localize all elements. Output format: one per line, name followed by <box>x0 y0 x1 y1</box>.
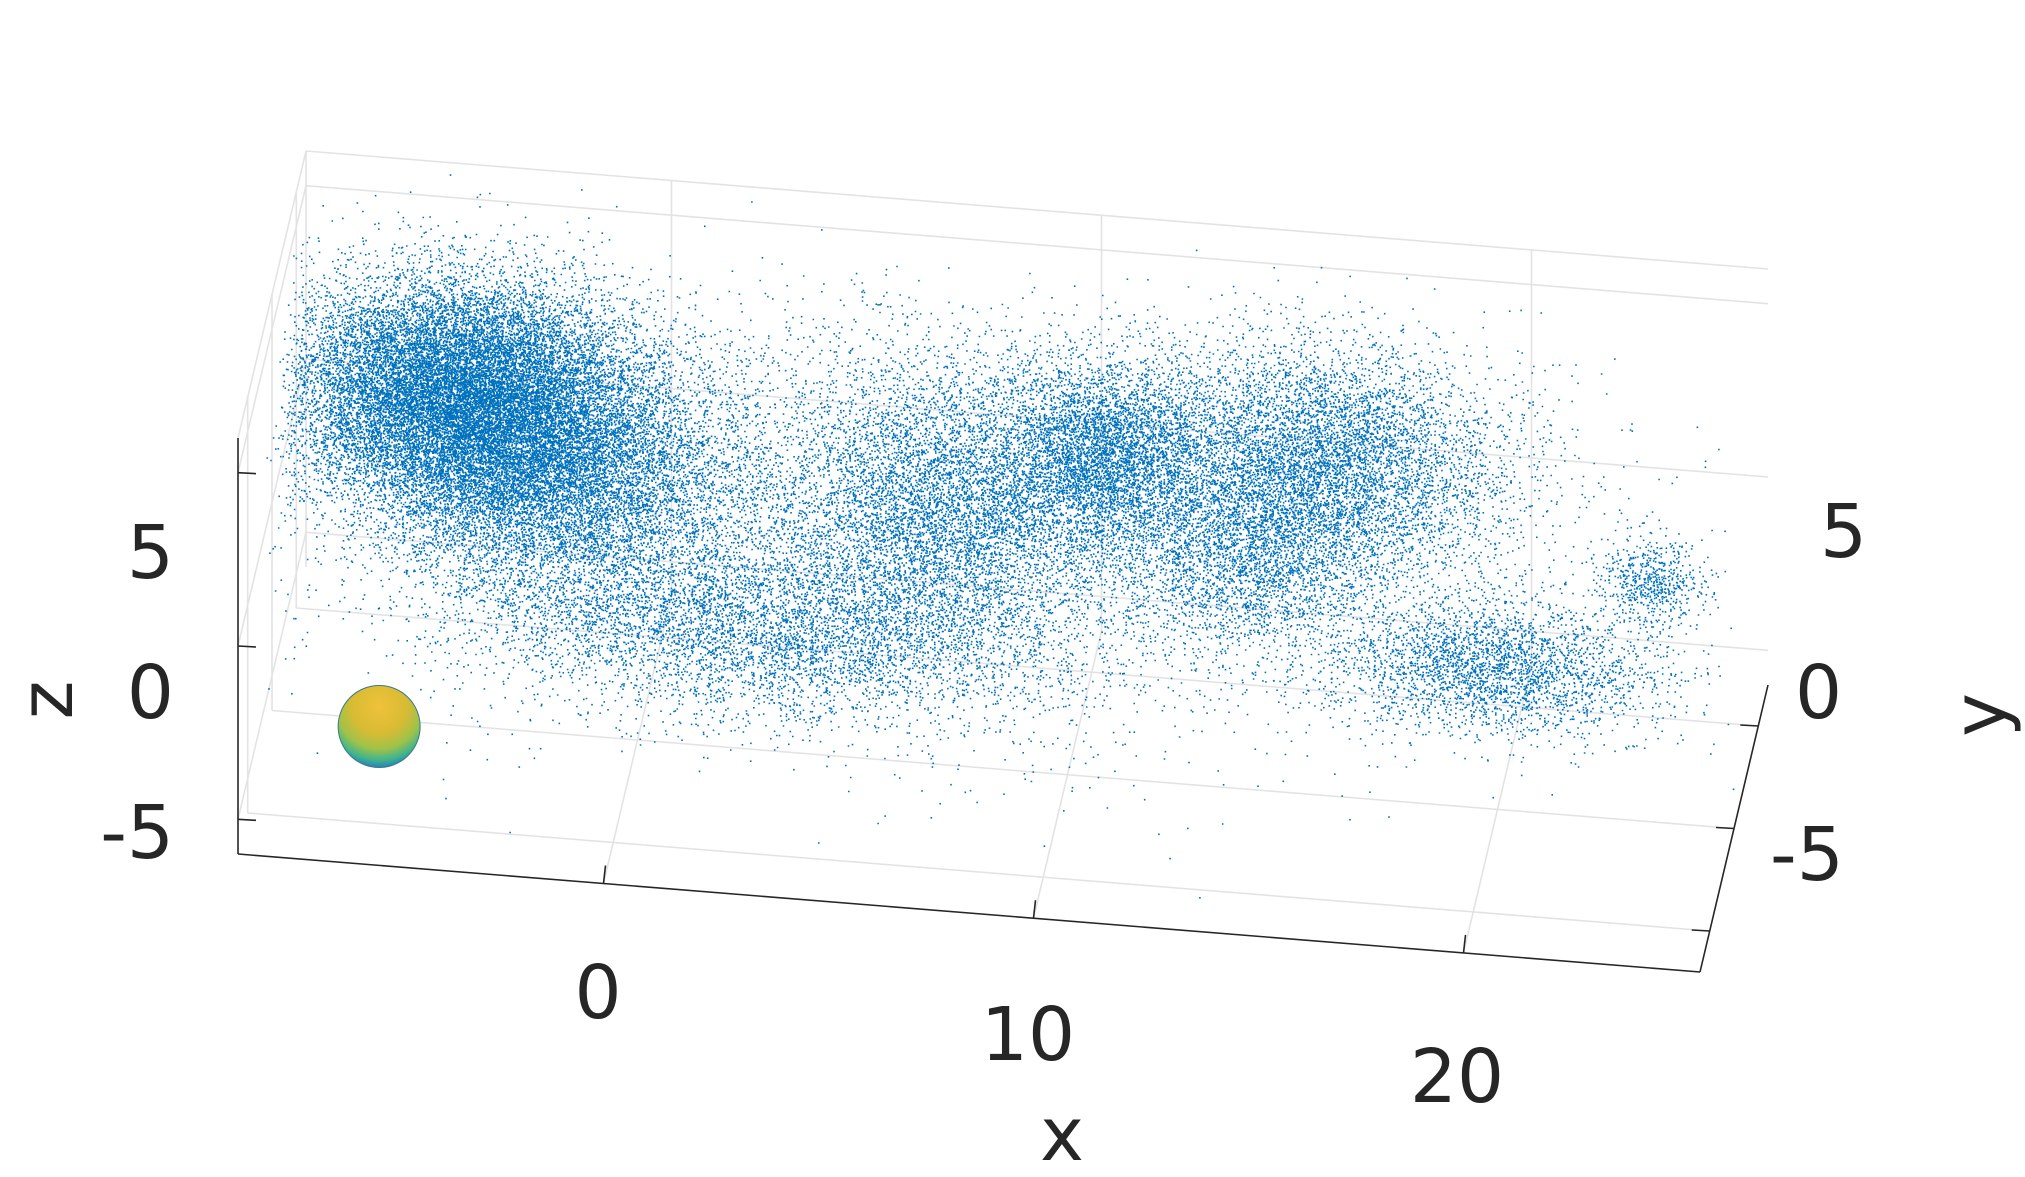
y-tick-label: 5 <box>1820 489 1867 575</box>
x-tick-mark <box>1032 900 1037 919</box>
z-tick-mark <box>237 471 257 475</box>
z-tick-labels: 5 0 -5 <box>100 510 174 876</box>
z-tick-label: -5 <box>100 790 174 876</box>
y-tick-label: -5 <box>1770 812 1844 898</box>
grid-line <box>296 607 1759 727</box>
z-tick-label: 0 <box>127 650 174 736</box>
sphere-marker <box>337 684 421 768</box>
x-tick-mark <box>1462 934 1467 954</box>
y-tick-label: 0 <box>1795 650 1842 736</box>
grid-layer <box>237 150 1769 954</box>
grid-line <box>247 812 1710 932</box>
x-tick-label: 0 <box>574 950 621 1036</box>
x-tick-label: 10 <box>981 992 1075 1078</box>
y-axis-label: y <box>1937 693 2023 737</box>
x-tick-labels: 0 10 20 <box>574 950 1504 1120</box>
y-tick-mark <box>1715 826 1735 830</box>
x-axis-line <box>237 853 1701 973</box>
grid-line <box>237 185 307 473</box>
axes-box <box>237 438 1769 973</box>
z-tick-label: 5 <box>127 510 174 596</box>
scatter-point-cloud <box>266 174 1735 899</box>
grid-edge <box>237 150 307 439</box>
x-tick-label: 20 <box>1410 1034 1504 1120</box>
grid-line <box>271 709 1735 830</box>
z-tick-mark <box>237 645 257 648</box>
y-tick-mark <box>1740 724 1759 727</box>
grid-edge <box>305 150 1769 270</box>
x-axis-label: x <box>1040 1092 1084 1177</box>
y-tick-labels: 5 0 -5 <box>1770 489 1867 898</box>
x-tick-mark <box>602 865 607 884</box>
scatter-points <box>266 174 1735 899</box>
y-tick-mark <box>1691 929 1710 932</box>
z-axis-label: z <box>4 681 90 720</box>
sphere <box>337 684 421 768</box>
grid-line <box>237 532 307 820</box>
z-tick-mark <box>237 818 257 822</box>
grid-line <box>305 184 1769 305</box>
